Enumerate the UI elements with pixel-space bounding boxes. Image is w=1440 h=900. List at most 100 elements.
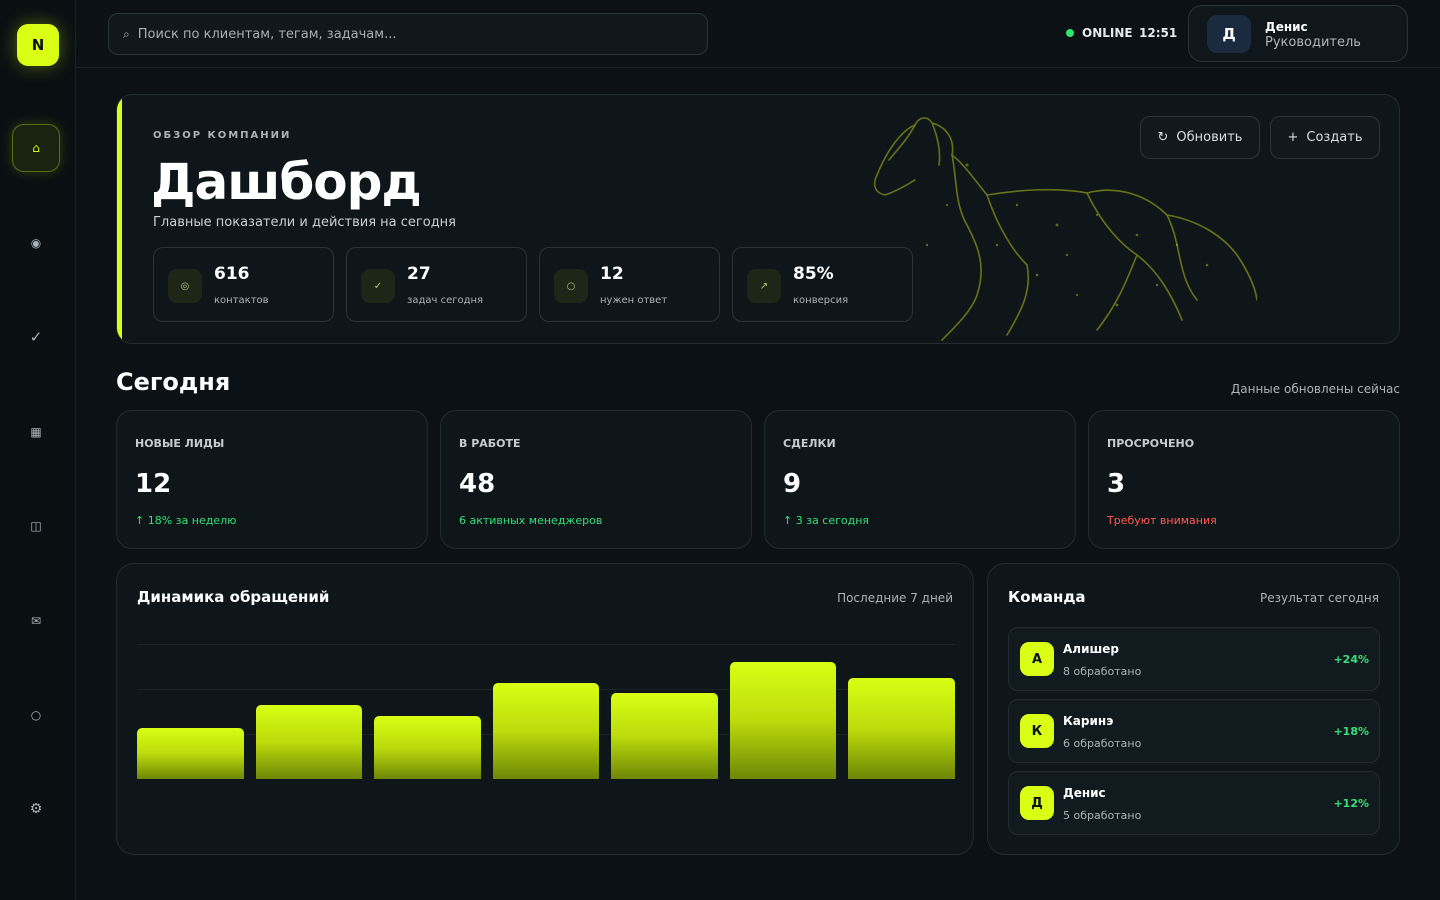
member-delta: +18% <box>1333 725 1369 738</box>
kpi-label: нужен ответ <box>600 295 668 306</box>
sidebar-item-tasks[interactable]: ✓ <box>12 313 60 361</box>
team-member[interactable]: Д Денис 5 обработано +12% <box>1008 771 1380 835</box>
kpi-needs-reply[interactable]: ○ 12 нужен ответ <box>539 247 720 322</box>
team-panel: Команда Результат сегодня А Алишер 8 обр… <box>987 563 1400 855</box>
kpi-value: 12 <box>600 264 624 284</box>
chart-bar[interactable] <box>729 661 837 779</box>
chart-gridline <box>137 644 955 645</box>
sidebar-item-calendar[interactable]: ▦ <box>12 408 60 456</box>
stat-note: ↑ 18% за неделю <box>135 514 237 527</box>
page-title: Дашборд <box>151 153 422 211</box>
sidebar: N ⌂ ◉ ✓ ▦ ◫ ✉ ○ ⚙ <box>0 0 76 900</box>
chart-bar[interactable] <box>848 677 955 779</box>
updated-note: Данные обновлены сейчас <box>1230 382 1400 396</box>
hero-accent-bar <box>117 95 122 343</box>
refresh-button[interactable]: ↻ Обновить <box>1140 116 1260 159</box>
chart-bar[interactable] <box>374 715 481 779</box>
chart-bar[interactable] <box>255 704 363 779</box>
mail-icon: ✉ <box>30 614 42 628</box>
stat-card-new-leads[interactable]: НОВЫЕ ЛИДЫ 12 ↑ 18% за неделю <box>116 410 428 549</box>
circle-icon: ○ <box>554 269 588 303</box>
refresh-icon: ↻ <box>1157 130 1169 145</box>
user-role: Руководитель <box>1265 35 1361 50</box>
horse-illustration <box>873 117 1257 341</box>
stat-card-in-progress[interactable]: В РАБОТЕ 48 6 активных менеджеров <box>440 410 752 549</box>
member-avatar: К <box>1020 714 1054 748</box>
section-title-today: Сегодня <box>116 368 231 396</box>
stat-label: В РАБОТЕ <box>459 437 521 450</box>
clock: 12:51 <box>1139 26 1178 40</box>
stat-card-overdue[interactable]: ПРОСРОЧЕНО 3 Требуют внимания <box>1088 410 1400 549</box>
stat-label: СДЕЛКИ <box>783 437 836 450</box>
stat-note: 6 активных менеджеров <box>459 514 603 527</box>
create-label: Создать <box>1306 130 1363 145</box>
member-avatar: А <box>1020 642 1054 676</box>
sidebar-item-circle[interactable]: ○ <box>12 691 60 739</box>
plus-icon: + <box>1287 130 1299 145</box>
member-name: Денис <box>1063 786 1106 800</box>
team-note: Результат сегодня <box>1260 591 1379 605</box>
kpi-label: конверсия <box>793 295 849 306</box>
member-delta: +24% <box>1333 653 1369 666</box>
search-input[interactable] <box>137 26 678 42</box>
chart-title: Динамика обращений <box>137 588 330 606</box>
check-icon: ✓ <box>361 269 395 303</box>
kpi-value: 616 <box>214 264 250 284</box>
member-count: 6 обработано <box>1063 737 1142 750</box>
kpi-conversion[interactable]: ↗ 85% конверсия <box>732 247 913 322</box>
stat-label: ПРОСРОЧЕНО <box>1107 437 1195 450</box>
hero-eyebrow: ОБЗОР КОМПАНИИ <box>153 130 292 141</box>
settings-icon: ⚙ <box>29 801 43 817</box>
chart-bar[interactable] <box>611 692 718 779</box>
stat-card-deals[interactable]: СДЕЛКИ 9 ↑ 3 за сегодня <box>764 410 1076 549</box>
create-button[interactable]: + Создать <box>1270 116 1380 159</box>
member-delta: +12% <box>1333 797 1369 810</box>
calendar-icon: ▦ <box>30 425 42 439</box>
circle-icon: ○ <box>30 708 42 722</box>
member-count: 8 обработано <box>1063 665 1142 678</box>
tasks-icon: ✓ <box>29 328 43 346</box>
team-title: Команда <box>1008 588 1086 606</box>
requests-bar-chart <box>137 644 955 779</box>
stat-value: 9 <box>783 469 802 499</box>
topbar: ⌕ ONLINE 12:51 Д Денис Руководитель <box>76 0 1440 68</box>
team-member[interactable]: А Алишер 8 обработано +24% <box>1008 627 1380 691</box>
stat-label: НОВЫЕ ЛИДЫ <box>135 437 225 450</box>
kpi-label: задач сегодня <box>407 295 484 306</box>
trend-icon: ↗ <box>747 269 781 303</box>
kpi-label: контактов <box>214 295 269 306</box>
stat-value: 3 <box>1107 469 1126 499</box>
stat-value: 12 <box>135 469 172 499</box>
chart-period[interactable]: Последние 7 дней <box>837 591 953 605</box>
sidebar-item-contacts[interactable]: ◉ <box>12 219 60 267</box>
chart-bar[interactable] <box>137 727 244 779</box>
member-count: 5 обработано <box>1063 809 1142 822</box>
stat-value: 48 <box>459 469 496 499</box>
member-name: Каринэ <box>1063 714 1114 728</box>
board-icon: ◫ <box>30 519 42 533</box>
team-member[interactable]: К Каринэ 6 обработано +18% <box>1008 699 1380 763</box>
sidebar-item-mail[interactable]: ✉ <box>12 597 60 645</box>
hero-card: ОБЗОР КОМПАНИИ Дашборд Главные показател… <box>116 94 1400 344</box>
member-name: Алишер <box>1063 642 1119 656</box>
user-menu[interactable]: Д Денис Руководитель <box>1188 5 1408 62</box>
stat-note: Требуют внимания <box>1107 514 1217 527</box>
chart-bar[interactable] <box>492 683 600 779</box>
kpi-contacts[interactable]: ◎ 616 контактов <box>153 247 334 322</box>
online-status: ONLINE <box>1066 26 1133 40</box>
status-label: ONLINE <box>1082 26 1133 40</box>
sidebar-item-settings[interactable]: ⚙ <box>12 785 60 833</box>
sidebar-item-home[interactable]: ⌂ <box>12 124 60 172</box>
kpi-value: 27 <box>407 264 431 284</box>
kpi-tasks[interactable]: ✓ 27 задач сегодня <box>346 247 527 322</box>
search-icon: ⌕ <box>123 26 130 41</box>
contacts-icon: ◉ <box>30 236 42 250</box>
search-box[interactable]: ⌕ <box>108 13 708 55</box>
sidebar-item-board[interactable]: ◫ <box>12 502 60 550</box>
member-avatar: Д <box>1020 786 1054 820</box>
chart-panel: Динамика обращений Последние 7 дней <box>116 563 974 855</box>
app-logo[interactable]: N <box>17 24 59 66</box>
user-name: Денис <box>1265 20 1308 34</box>
kpi-value: 85% <box>793 264 834 284</box>
stat-note: ↑ 3 за сегодня <box>783 514 870 527</box>
